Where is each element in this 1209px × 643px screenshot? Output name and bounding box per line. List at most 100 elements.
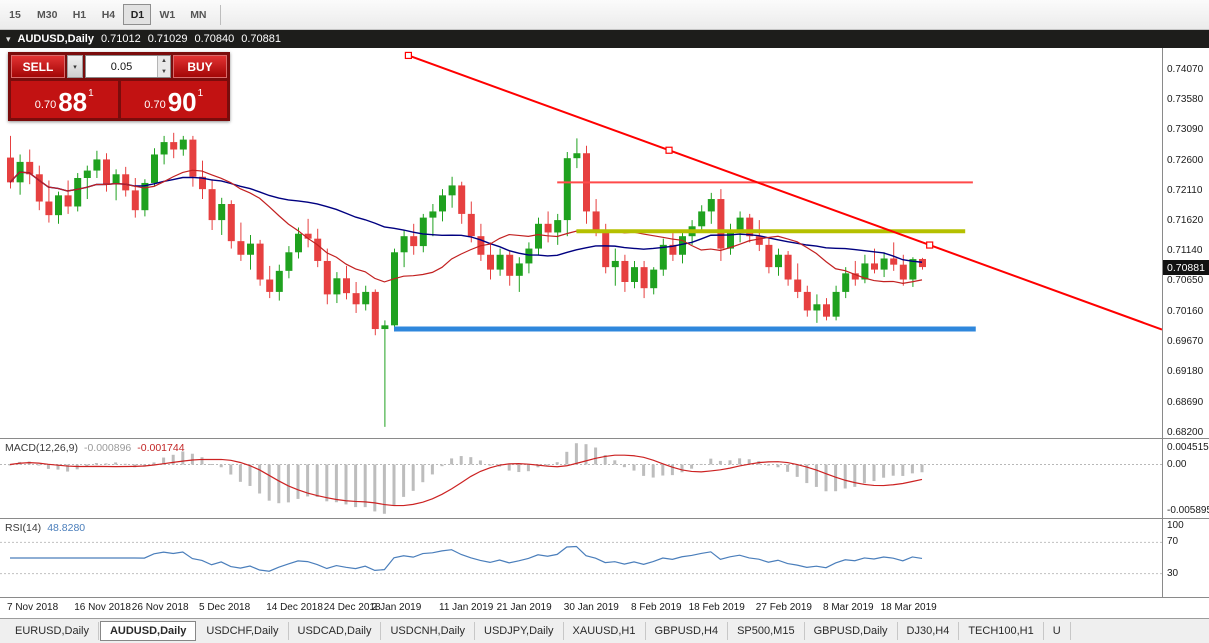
chart-tab-sp500-m15[interactable]: SP500,M15 xyxy=(728,622,805,640)
price-axis-label: 0.71620 xyxy=(1167,215,1204,227)
chart-tab-usdchf-daily[interactable]: USDCHF,Daily xyxy=(197,622,289,640)
chart-tab-gbpusd-h4[interactable]: GBPUSD,H4 xyxy=(646,622,729,640)
price-axis-label: 0.68200 xyxy=(1167,427,1204,439)
macd-axis-label: 0.004515 xyxy=(1167,442,1209,453)
chart-tab-dj30-h4[interactable]: DJ30,H4 xyxy=(898,622,960,640)
chart-tab-gbpusd-daily[interactable]: GBPUSD,Daily xyxy=(805,622,898,640)
date-axis: 7 Nov 2018 16 Nov 2018 26 Nov 2018 5 Dec 20… xyxy=(0,598,1162,618)
chart-title-symbol: AUDUSD,Daily xyxy=(17,33,94,45)
chart-tab-usdcnh-daily[interactable]: USDCNH,Daily xyxy=(381,622,476,640)
timeframe-button-m30[interactable]: M30 xyxy=(37,8,58,21)
macd-axis-label: 0.00 xyxy=(1167,458,1187,470)
chart-tabs-bar: EURUSD,Daily AUDUSD,Daily USDCHF,Daily USDC… xyxy=(0,618,1209,643)
chart-tab-tech100-h1[interactable]: TECH100,H1 xyxy=(959,622,1044,640)
volume-spinner: ▲ ▼ xyxy=(157,56,170,77)
price-axis-label: 0.72110 xyxy=(1167,185,1203,196)
date-axis-label: 18 Feb 2019 xyxy=(688,602,745,613)
rsi-indicator-label: RSI(14) 48.8280 xyxy=(5,522,85,534)
chart-tab-audusd-daily[interactable]: AUDUSD,Daily xyxy=(99,621,197,641)
date-axis-label: 16 Nov 2018 xyxy=(74,602,131,613)
macd-indicator-label: MACD(12,26,9) -0.000896 -0.001744 xyxy=(5,442,185,454)
rsi-value: 48.8280 xyxy=(47,522,86,534)
macd-signal-value: -0.001744 xyxy=(137,442,185,454)
bid-price-prefix: 0.70 xyxy=(34,99,57,111)
timeframe-button-w1[interactable]: W1 xyxy=(159,8,176,21)
volume-field: 0.05 ▲ ▼ xyxy=(85,55,171,78)
date-axis-label: 5 Dec 2018 xyxy=(199,602,251,613)
chart-tab-usdjpy-daily[interactable]: USDJPY,Daily xyxy=(475,622,564,640)
chart-tab-usdcad-daily[interactable]: USDCAD,Daily xyxy=(289,622,382,640)
timeframe-button-d1[interactable]: D1 xyxy=(123,4,152,25)
timeframe-button-mn[interactable]: MN xyxy=(190,8,207,21)
volume-input[interactable]: 0.05 xyxy=(110,60,133,73)
buy-button[interactable]: BUY xyxy=(173,55,227,78)
volume-decrease-button[interactable]: ▼ xyxy=(158,66,170,77)
chart-tab-eurusd-daily[interactable]: EURUSD,Daily xyxy=(6,622,99,640)
title-high-value: 0.71029 xyxy=(147,33,188,45)
rsi-axis-label: 70 xyxy=(1167,536,1179,548)
rsi-name: RSI(14) xyxy=(5,522,42,534)
toolbar-separator xyxy=(219,4,221,25)
price-axis-label: 0.68690 xyxy=(1167,396,1204,408)
bid-price-pips: 88 xyxy=(58,87,88,117)
chart-tab-xauusd-h1[interactable]: XAUUSD,H1 xyxy=(564,622,646,640)
volume-increase-button[interactable]: ▲ xyxy=(158,56,170,67)
rsi-pane xyxy=(0,519,1162,597)
bid-price-point: 1 xyxy=(88,88,94,99)
date-axis-label: 2 Jan 2019 xyxy=(371,602,422,613)
title-open-value: 0.71012 xyxy=(100,33,141,45)
ask-price-pips: 90 xyxy=(167,87,197,117)
date-axis-label: 24 Dec 2018 xyxy=(323,602,381,613)
price-axis-label: 0.74070 xyxy=(1167,63,1204,75)
date-axis-label: 18 Mar 2019 xyxy=(880,602,937,613)
price-axis-label: 0.69670 xyxy=(1167,336,1204,348)
macd-main-value: -0.000896 xyxy=(83,442,132,454)
pane-separator[interactable] xyxy=(0,518,1209,519)
sell-button[interactable]: SELL xyxy=(11,55,65,78)
date-axis-label: 8 Feb 2019 xyxy=(631,602,682,613)
date-axis-label: 30 Jan 2019 xyxy=(563,602,619,613)
ask-price-display[interactable]: 0.70 90 1 xyxy=(120,81,227,118)
price-axis-label: 0.69180 xyxy=(1167,366,1204,378)
price-axis-label: 0.73090 xyxy=(1167,124,1204,136)
timeframe-button-h4[interactable]: H4 xyxy=(101,8,116,21)
title-low-value: 0.70840 xyxy=(194,33,235,45)
title-close-value: 0.70881 xyxy=(241,33,281,45)
volume-dropdown-button[interactable]: ▾ xyxy=(67,55,83,78)
timeframe-button-h1[interactable]: H1 xyxy=(72,8,87,21)
chart-tab-u[interactable]: U xyxy=(1044,622,1071,640)
date-axis-label: 14 Dec 2018 xyxy=(266,602,323,613)
macd-axis: 0.004515 0.00 -0.005895 xyxy=(1163,439,1209,518)
date-axis-label: 7 Nov 2018 xyxy=(7,602,59,613)
timeframe-toolbar: 15 M30 H1 H4 D1 W1 MN xyxy=(0,0,1209,30)
pane-separator[interactable] xyxy=(0,597,1209,598)
current-price-tag: 0.70881 xyxy=(1163,260,1209,276)
pane-separator[interactable] xyxy=(0,438,1209,439)
macd-chart xyxy=(0,443,1162,514)
timeframe-button-15[interactable]: 15 xyxy=(9,8,21,21)
date-axis-label: 21 Jan 2019 xyxy=(496,602,552,613)
chart-title-bar: ▾ AUDUSD,Daily 0.71012 0.71029 0.70840 0… xyxy=(0,30,1209,48)
macd-name: MACD(12,26,9) xyxy=(5,442,78,454)
rsi-axis-label: 100 xyxy=(1167,520,1184,531)
candlestick-chart[interactable] xyxy=(0,48,1162,438)
rsi-axis-label: 30 xyxy=(1167,567,1179,579)
rsi-chart xyxy=(0,541,1162,575)
price-axis-label: 0.72600 xyxy=(1167,154,1204,166)
price-axis-label: 0.70650 xyxy=(1167,275,1204,287)
macd-pane xyxy=(0,439,1162,518)
chart-menu-icon[interactable]: ▾ xyxy=(6,33,11,44)
ask-price-prefix: 0.70 xyxy=(144,99,166,111)
price-axis-label: 0.71140 xyxy=(1167,245,1203,257)
one-click-trading-panel: SELL ▾ 0.05 ▲ ▼ BUY 0.70 88 1 0.70 90 1 xyxy=(8,52,230,121)
price-axis-label: 0.70160 xyxy=(1167,305,1204,317)
ask-price-point: 1 xyxy=(197,88,204,99)
date-axis-label: 27 Feb 2019 xyxy=(755,602,812,613)
price-axis[interactable]: 0.70881 0.74070 0.73580 0.73090 0.72600 0.72… xyxy=(1162,48,1209,597)
macd-axis-label: -0.005895 xyxy=(1167,505,1209,516)
date-axis-label: 26 Nov 2018 xyxy=(131,602,189,613)
date-axis-label: 8 Mar 2019 xyxy=(823,602,874,613)
bid-price-display[interactable]: 0.70 88 1 xyxy=(11,81,118,118)
price-axis-label: 0.73580 xyxy=(1167,94,1204,105)
